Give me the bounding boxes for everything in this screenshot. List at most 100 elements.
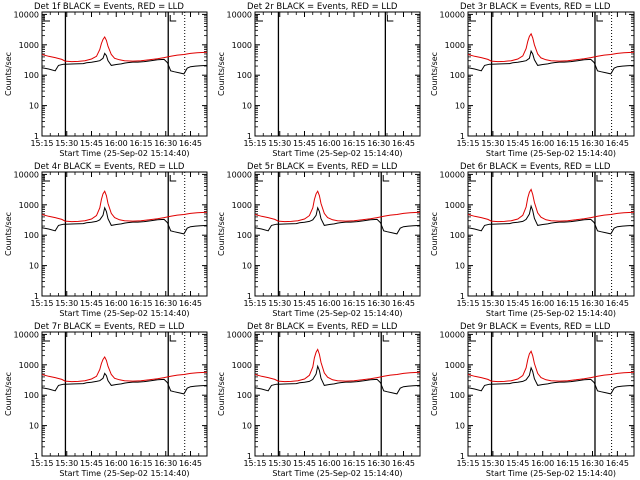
y-tick-label: 100 <box>450 71 465 80</box>
interval-marker <box>382 335 390 342</box>
y-tick-label: 100 <box>450 391 465 400</box>
x-tick-label: 16:45 <box>606 139 629 148</box>
y-tick-label: 1 <box>460 292 465 301</box>
panel-5: Det 5r BLACK = Events, RED = LLD 1 10 100 10… <box>217 162 421 318</box>
y-tick-label: 10 <box>29 102 39 111</box>
interval-marker <box>43 15 50 22</box>
interval-marker <box>43 335 50 342</box>
series-lld-line <box>255 348 420 383</box>
y-axis-label: Counts/sec <box>217 372 226 416</box>
y-tick-label: 100 <box>24 231 39 240</box>
y-tick-label: 1 <box>460 132 465 141</box>
interval-marker <box>596 15 603 22</box>
interval-marker <box>169 15 177 22</box>
x-tick-label: 16:45 <box>606 459 629 468</box>
x-axis-label: Start Time (25-Sep-02 15:14:40) <box>486 149 616 158</box>
x-tick-label: 15:45 <box>293 459 316 468</box>
y-tick-label: 10000 <box>227 170 252 179</box>
x-tick-label: 15:30 <box>268 459 291 468</box>
x-tick-label: 16:45 <box>606 299 629 308</box>
panel-6: Det 6r BLACK = Events, RED = LLD 1 10 100 10… <box>430 162 635 318</box>
x-tick-label: 16:45 <box>179 459 202 468</box>
x-tick-label: 16:30 <box>154 299 177 308</box>
x-tick-label: 15:15 <box>243 299 266 308</box>
x-tick-label: 16:45 <box>392 139 415 148</box>
y-tick-label: 10 <box>242 422 252 431</box>
y-tick-label: 100 <box>24 71 39 80</box>
x-tick-label: 15:45 <box>293 139 316 148</box>
x-tick-label: 16:30 <box>581 459 604 468</box>
y-tick-label: 10000 <box>440 10 465 19</box>
y-tick-label: 10 <box>29 422 39 431</box>
x-axis-label: Start Time (25-Sep-02 15:14:40) <box>486 469 616 478</box>
y-tick-label: 10000 <box>227 10 252 19</box>
x-tick-label: 16:15 <box>556 139 579 148</box>
x-tick-label: 16:00 <box>105 139 128 148</box>
y-tick-label: 100 <box>237 391 252 400</box>
y-axis-label: Counts/sec <box>430 372 439 416</box>
panel-9: Det 9r BLACK = Events, RED = LLD 1 10 100 10… <box>430 322 635 478</box>
x-tick-label: 16:15 <box>129 139 152 148</box>
series-events-line <box>42 206 207 235</box>
series-events-line <box>468 366 634 395</box>
series-lld-line <box>42 190 207 223</box>
x-tick-label: 15:30 <box>481 459 504 468</box>
panel-title: Det 3r BLACK = Events, RED = LLD <box>460 2 611 12</box>
y-tick-label: 1000 <box>19 201 39 210</box>
series-lld-line <box>42 356 207 383</box>
x-tick-label: 15:30 <box>268 299 291 308</box>
y-tick-label: 10000 <box>440 330 465 339</box>
interval-marker <box>386 15 394 22</box>
y-tick-label: 10000 <box>14 170 39 179</box>
x-axis-label: Start Time (25-Sep-02 15:14:40) <box>59 149 189 158</box>
interval-marker <box>596 175 603 182</box>
x-tick-label: 15:30 <box>55 299 78 308</box>
y-tick-label: 10000 <box>227 330 252 339</box>
y-tick-label: 1 <box>34 132 39 141</box>
y-axis-label: Counts/sec <box>430 212 439 256</box>
y-tick-label: 10 <box>29 262 39 271</box>
series-events-line <box>42 372 207 395</box>
panel-title: Det 7r BLACK = Events, RED = LLD <box>34 322 185 332</box>
x-tick-label: 16:00 <box>531 299 554 308</box>
x-tick-label: 16:45 <box>179 299 202 308</box>
y-axis-label: Counts/sec <box>4 52 13 96</box>
y-tick-label: 1 <box>247 292 252 301</box>
x-tick-label: 16:15 <box>342 299 365 308</box>
x-tick-label: 15:30 <box>268 139 291 148</box>
x-tick-label: 16:30 <box>367 299 390 308</box>
y-tick-label: 10 <box>242 102 252 111</box>
y-axis-label: Counts/sec <box>217 212 226 256</box>
x-tick-label: 15:45 <box>506 459 529 468</box>
x-axis-label: Start Time (25-Sep-02 15:14:40) <box>59 469 189 478</box>
x-tick-label: 15:15 <box>30 459 53 468</box>
panel-title: Det 8r BLACK = Events, RED = LLD <box>247 322 398 332</box>
x-tick-label: 15:45 <box>80 459 103 468</box>
y-axis-label: Counts/sec <box>4 372 13 416</box>
y-tick-label: 1 <box>34 452 39 461</box>
series-lld-line <box>255 190 420 223</box>
series-events-line <box>255 206 420 235</box>
series-lld-line <box>468 32 634 63</box>
x-tick-label: 16:30 <box>154 139 177 148</box>
y-tick-label: 1 <box>34 292 39 301</box>
x-tick-label: 15:45 <box>506 139 529 148</box>
series-lld-line <box>468 188 634 223</box>
x-tick-label: 16:00 <box>318 299 341 308</box>
y-tick-label: 10000 <box>14 330 39 339</box>
y-tick-label: 1000 <box>445 41 465 50</box>
x-tick-label: 16:45 <box>392 459 415 468</box>
panel-4: Det 4r BLACK = Events, RED = LLD 1 10 100 10… <box>4 162 208 318</box>
series-events-line <box>255 364 420 395</box>
x-tick-label: 15:45 <box>506 299 529 308</box>
interval-marker <box>169 175 177 182</box>
x-tick-label: 16:45 <box>179 139 202 148</box>
x-tick-label: 15:15 <box>30 139 53 148</box>
x-tick-label: 15:30 <box>481 299 504 308</box>
x-tick-label: 16:00 <box>318 139 341 148</box>
x-tick-label: 15:45 <box>80 139 103 148</box>
panel-8: Det 8r BLACK = Events, RED = LLD 1 10 100 10… <box>217 322 421 478</box>
panel-title: Det 4r BLACK = Events, RED = LLD <box>34 162 185 172</box>
series-events-line <box>42 52 207 75</box>
interval-marker <box>43 175 50 182</box>
